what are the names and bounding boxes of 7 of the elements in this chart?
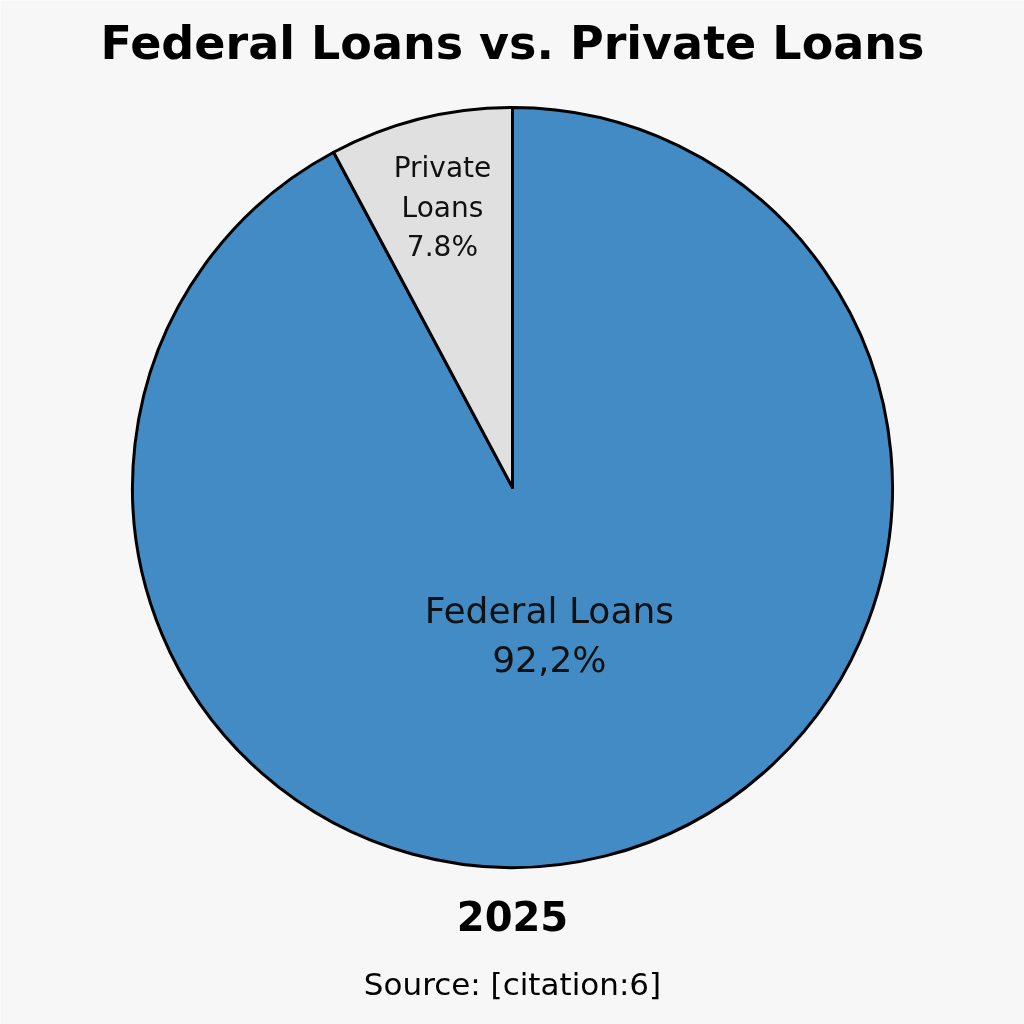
data-label: 92,2% <box>492 639 607 681</box>
slice-label: Federal Loans <box>424 589 675 631</box>
text: 2025 <box>456 893 569 940</box>
chart-title: Federal Loans vs. Private Loans <box>100 15 925 70</box>
slice-label: Private Loans <box>393 151 492 224</box>
source-note: Source: [citation:6] <box>363 965 662 1002</box>
data-label: 7.8% <box>406 230 479 264</box>
